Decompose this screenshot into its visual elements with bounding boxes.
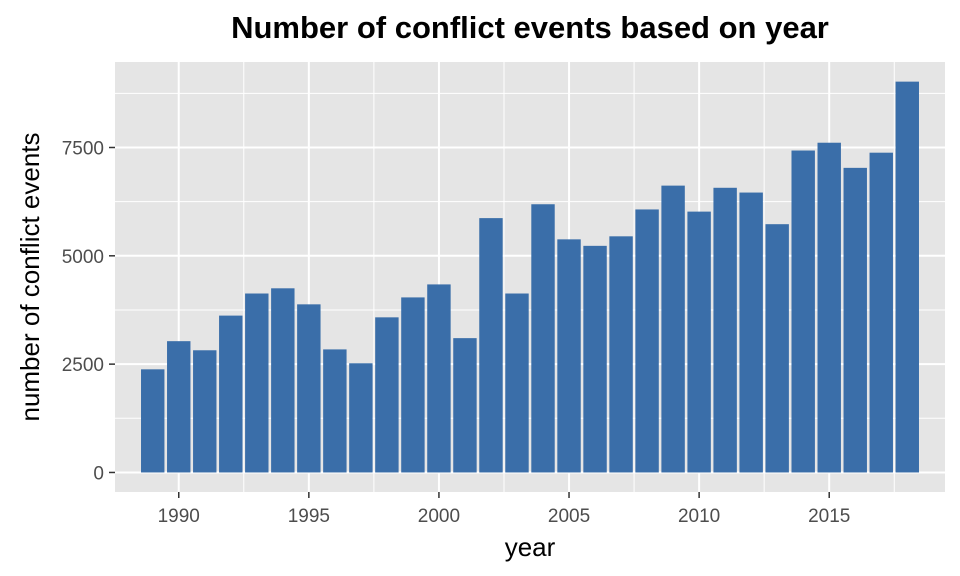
- bar: [141, 369, 165, 473]
- x-tick-label: 1995: [288, 506, 330, 527]
- x-tick-label: 2005: [548, 506, 590, 527]
- y-tick-label: 2500: [62, 355, 104, 376]
- y-tick-label: 5000: [62, 247, 104, 268]
- bar: [557, 239, 581, 473]
- x-axis-title: year: [505, 532, 556, 562]
- bar: [271, 288, 295, 473]
- bar: [323, 349, 347, 473]
- bar: [375, 317, 399, 473]
- bar: [817, 142, 841, 473]
- bar: [453, 338, 477, 473]
- bar: [609, 236, 633, 473]
- bar: [687, 211, 711, 473]
- y-tick-label: 0: [93, 463, 104, 484]
- x-tick-label: 2010: [678, 506, 720, 527]
- bars: [141, 81, 919, 473]
- x-tick-label: 2000: [418, 506, 460, 527]
- bar: [869, 152, 893, 473]
- bar: [193, 350, 217, 473]
- bar: [401, 297, 425, 473]
- bar: [349, 363, 373, 473]
- bar: [583, 245, 607, 473]
- bar: [531, 204, 555, 473]
- bar: [167, 341, 191, 473]
- bar: [713, 187, 737, 473]
- bar: [895, 81, 919, 473]
- y-tick-label: 7500: [62, 138, 104, 159]
- bar: [843, 167, 867, 473]
- bar: [427, 284, 451, 473]
- bar: [505, 293, 529, 473]
- x-tick-label: 1990: [158, 506, 200, 527]
- bar: [739, 192, 763, 473]
- x-tick-label: 2015: [808, 506, 850, 527]
- axes: 1990 1995 2000 2005 2010 2015 0 2500 5000 7500: [62, 138, 851, 527]
- bar: [245, 293, 269, 473]
- bar: [479, 218, 503, 473]
- bar: [765, 224, 789, 473]
- bar: [297, 304, 321, 473]
- chart-title: Number of conflict events based on year: [231, 10, 829, 45]
- bar: [635, 209, 659, 473]
- bar: [219, 315, 243, 473]
- y-axis-title: number of conflict events: [15, 132, 45, 421]
- bar: [661, 185, 685, 473]
- bar: [791, 150, 815, 473]
